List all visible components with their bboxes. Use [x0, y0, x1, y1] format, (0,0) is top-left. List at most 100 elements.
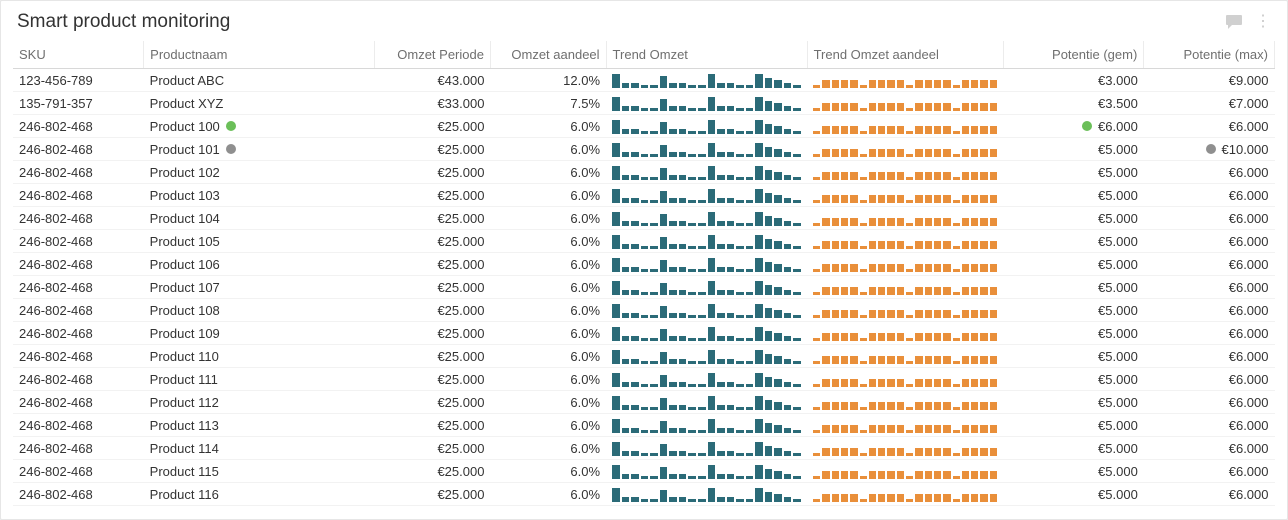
- potentie-gem-value: €5.000: [1098, 188, 1138, 203]
- cell-sku: 246-802-468: [13, 253, 144, 276]
- potentie-gem-value: €5.000: [1098, 142, 1138, 157]
- potentie-gem-value: €3.500: [1098, 96, 1138, 111]
- column-header-omzet[interactable]: Omzet Periode: [375, 41, 491, 69]
- product-name: Product XYZ: [150, 96, 224, 111]
- cell-omzet: €25.000: [375, 299, 491, 322]
- table-row[interactable]: 246-802-468Product 102€25.0006.0%€5.000€…: [13, 161, 1275, 184]
- cell-trend2: [807, 230, 1003, 253]
- cell-potmax: €6.000: [1144, 460, 1275, 483]
- cell-trend1: [606, 184, 807, 207]
- cell-potmax: €7.000: [1144, 92, 1275, 115]
- table-row[interactable]: 246-802-468Product 109€25.0006.0%€5.000€…: [13, 322, 1275, 345]
- potentie-max-value: €7.000: [1229, 96, 1269, 111]
- cell-potmax: €6.000: [1144, 184, 1275, 207]
- table-row[interactable]: 246-802-468Product 103€25.0006.0%€5.000€…: [13, 184, 1275, 207]
- cell-trend1: [606, 138, 807, 161]
- trend-aandeel-sparkline: [813, 394, 997, 410]
- cell-name: Product 105: [144, 230, 375, 253]
- product-name: Product 100: [150, 119, 220, 134]
- cell-sku: 123-456-789: [13, 69, 144, 92]
- potentie-max-value: €6.000: [1229, 395, 1269, 410]
- column-header-name[interactable]: Productnaam: [144, 41, 375, 69]
- cell-potmax: €6.000: [1144, 391, 1275, 414]
- table-row[interactable]: 246-802-468Product 113€25.0006.0%€5.000€…: [13, 414, 1275, 437]
- table-row[interactable]: 123-456-789Product ABC€43.00012.0%€3.000…: [13, 69, 1275, 92]
- dashboard-panel: Smart product monitoring ⋮ SKUProductnaa…: [0, 0, 1288, 520]
- potentie-max-value: €6.000: [1229, 188, 1269, 203]
- table-row[interactable]: 246-802-468Product 111€25.0006.0%€5.000€…: [13, 368, 1275, 391]
- table-row[interactable]: 246-802-468Product 100€25.0006.0%€6.000€…: [13, 115, 1275, 138]
- panel-menu-icon[interactable]: ⋮: [1255, 14, 1271, 30]
- cell-trend2: [807, 69, 1003, 92]
- table-row[interactable]: 246-802-468Product 115€25.0006.0%€5.000€…: [13, 460, 1275, 483]
- cell-name: Product 107: [144, 276, 375, 299]
- column-header-trend2[interactable]: Trend Omzet aandeel: [807, 41, 1003, 69]
- table-row[interactable]: 246-802-468Product 110€25.0006.0%€5.000€…: [13, 345, 1275, 368]
- trend-omzet-sparkline: [612, 118, 801, 134]
- cell-potgem: €3.000: [1003, 69, 1144, 92]
- column-header-aandeel[interactable]: Omzet aandeel: [490, 41, 606, 69]
- potentie-gem-value: €5.000: [1098, 464, 1138, 479]
- cell-trend2: [807, 391, 1003, 414]
- potentie-max-value: €6.000: [1229, 372, 1269, 387]
- table-row[interactable]: 246-802-468Product 106€25.0006.0%€5.000€…: [13, 253, 1275, 276]
- cell-omzet: €25.000: [375, 253, 491, 276]
- product-name: Product 102: [150, 165, 220, 180]
- table-row[interactable]: 135-791-357Product XYZ€33.0007.5%€3.500€…: [13, 92, 1275, 115]
- cell-name: Product 112: [144, 391, 375, 414]
- cell-sku: 246-802-468: [13, 345, 144, 368]
- column-header-potmax[interactable]: Potentie (max): [1144, 41, 1275, 69]
- table-container: SKUProductnaamOmzet PeriodeOmzet aandeel…: [1, 41, 1287, 519]
- cell-name: Product ABC: [144, 69, 375, 92]
- trend-aandeel-sparkline: [813, 371, 997, 387]
- column-header-potgem[interactable]: Potentie (gem): [1003, 41, 1144, 69]
- cell-name: Product 114: [144, 437, 375, 460]
- cell-aandeel: 6.0%: [490, 184, 606, 207]
- product-name: Product 101: [150, 142, 220, 157]
- cell-name: Product 103: [144, 184, 375, 207]
- potentie-max-value: €10.000: [1222, 142, 1269, 157]
- comment-icon[interactable]: [1225, 14, 1243, 30]
- product-name: Product 112: [150, 395, 219, 410]
- trend-aandeel-sparkline: [813, 440, 997, 456]
- column-header-sku[interactable]: SKU: [13, 41, 144, 69]
- cell-potgem: €5.000: [1003, 161, 1144, 184]
- cell-sku: 246-802-468: [13, 138, 144, 161]
- cell-sku: 246-802-468: [13, 230, 144, 253]
- table-row[interactable]: 246-802-468Product 108€25.0006.0%€5.000€…: [13, 299, 1275, 322]
- table-row[interactable]: 246-802-468Product 104€25.0006.0%€5.000€…: [13, 207, 1275, 230]
- trend-omzet-sparkline: [612, 440, 801, 456]
- trend-omzet-sparkline: [612, 210, 801, 226]
- cell-aandeel: 6.0%: [490, 368, 606, 391]
- trend-omzet-sparkline: [612, 463, 801, 479]
- cell-omzet: €33.000: [375, 92, 491, 115]
- potentie-max-value: €6.000: [1229, 418, 1269, 433]
- cell-name: Product 109: [144, 322, 375, 345]
- table-row[interactable]: 246-802-468Product 105€25.0006.0%€5.000€…: [13, 230, 1275, 253]
- table-row[interactable]: 246-802-468Product 107€25.0006.0%€5.000€…: [13, 276, 1275, 299]
- table-row[interactable]: 246-802-468Product 101€25.0006.0%€5.000€…: [13, 138, 1275, 161]
- table-row[interactable]: 246-802-468Product 114€25.0006.0%€5.000€…: [13, 437, 1275, 460]
- cell-potgem: €5.000: [1003, 460, 1144, 483]
- trend-aandeel-sparkline: [813, 486, 997, 502]
- cell-trend2: [807, 368, 1003, 391]
- cell-aandeel: 6.0%: [490, 483, 606, 506]
- potentie-gem-value: €5.000: [1098, 211, 1138, 226]
- cell-trend2: [807, 437, 1003, 460]
- trend-omzet-sparkline: [612, 72, 801, 88]
- column-header-trend1[interactable]: Trend Omzet: [606, 41, 807, 69]
- cell-trend2: [807, 345, 1003, 368]
- potentie-gem-value: €5.000: [1098, 280, 1138, 295]
- cell-potmax: €6.000: [1144, 368, 1275, 391]
- table-row[interactable]: 246-802-468Product 116€25.0006.0%€5.000€…: [13, 483, 1275, 506]
- table-row[interactable]: 246-802-468Product 112€25.0006.0%€5.000€…: [13, 391, 1275, 414]
- potentie-gem-value: €3.000: [1098, 73, 1138, 88]
- trend-omzet-sparkline: [612, 95, 801, 111]
- table-head: SKUProductnaamOmzet PeriodeOmzet aandeel…: [13, 41, 1275, 69]
- cell-potmax: €6.000: [1144, 414, 1275, 437]
- potentie-gem-value: €5.000: [1098, 418, 1138, 433]
- cell-aandeel: 6.0%: [490, 115, 606, 138]
- cell-potmax: €6.000: [1144, 161, 1275, 184]
- cell-omzet: €25.000: [375, 368, 491, 391]
- cell-potmax: €6.000: [1144, 322, 1275, 345]
